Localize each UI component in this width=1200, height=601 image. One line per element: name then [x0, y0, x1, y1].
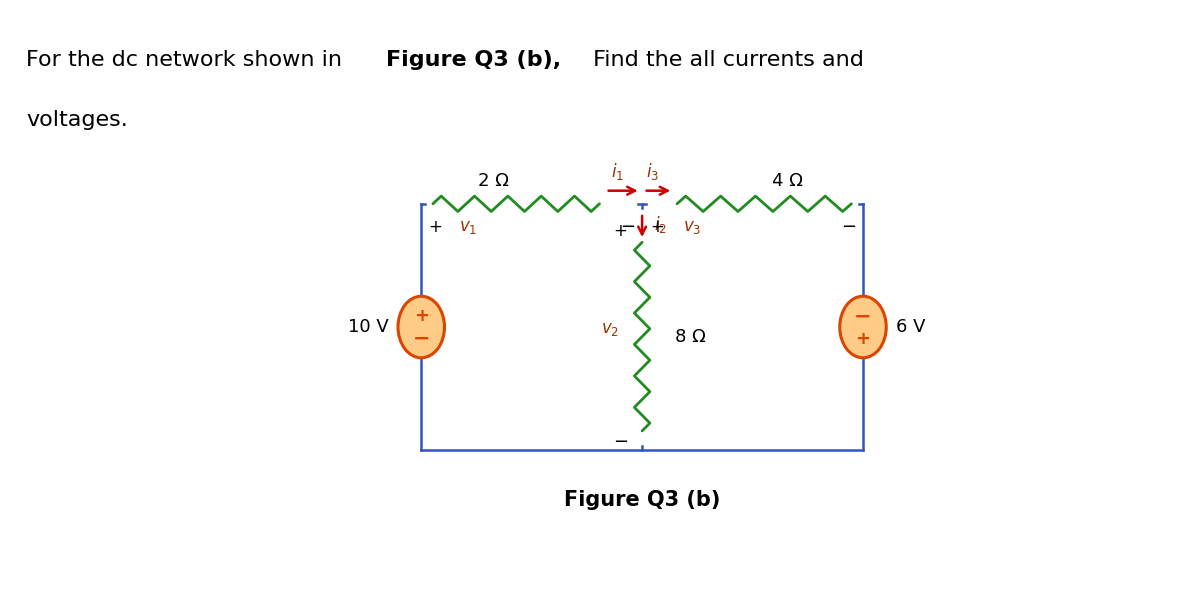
Text: Figure Q3 (b),: Figure Q3 (b),: [386, 50, 562, 70]
Text: −: −: [413, 329, 430, 349]
Text: +: +: [856, 329, 870, 347]
Text: −: −: [854, 307, 871, 326]
Text: 8 Ω: 8 Ω: [674, 328, 706, 346]
Text: $v_3$: $v_3$: [683, 218, 702, 236]
Text: Find the all currents and: Find the all currents and: [586, 50, 864, 70]
Text: For the dc network shown in: For the dc network shown in: [26, 50, 349, 70]
Text: Figure Q3 (b): Figure Q3 (b): [564, 490, 720, 510]
Text: +: +: [428, 218, 442, 236]
Text: $v_1$: $v_1$: [458, 218, 476, 236]
Text: 4 Ω: 4 Ω: [772, 172, 803, 190]
Text: 10 V: 10 V: [348, 318, 389, 336]
Text: −: −: [613, 433, 628, 451]
Ellipse shape: [398, 296, 444, 358]
Text: +: +: [414, 307, 428, 325]
Ellipse shape: [840, 296, 887, 358]
Text: $i_1$: $i_1$: [611, 161, 624, 182]
Text: +: +: [650, 218, 665, 236]
Text: −: −: [841, 218, 857, 236]
Text: $v_2$: $v_2$: [600, 320, 619, 338]
Text: 6 V: 6 V: [895, 318, 925, 336]
Text: voltages.: voltages.: [26, 110, 128, 130]
Text: +: +: [613, 222, 628, 240]
Text: −: −: [620, 218, 636, 236]
Text: $i_3$: $i_3$: [647, 161, 660, 182]
Text: $i_2$: $i_2$: [654, 214, 667, 235]
Text: 2 Ω: 2 Ω: [478, 172, 509, 190]
